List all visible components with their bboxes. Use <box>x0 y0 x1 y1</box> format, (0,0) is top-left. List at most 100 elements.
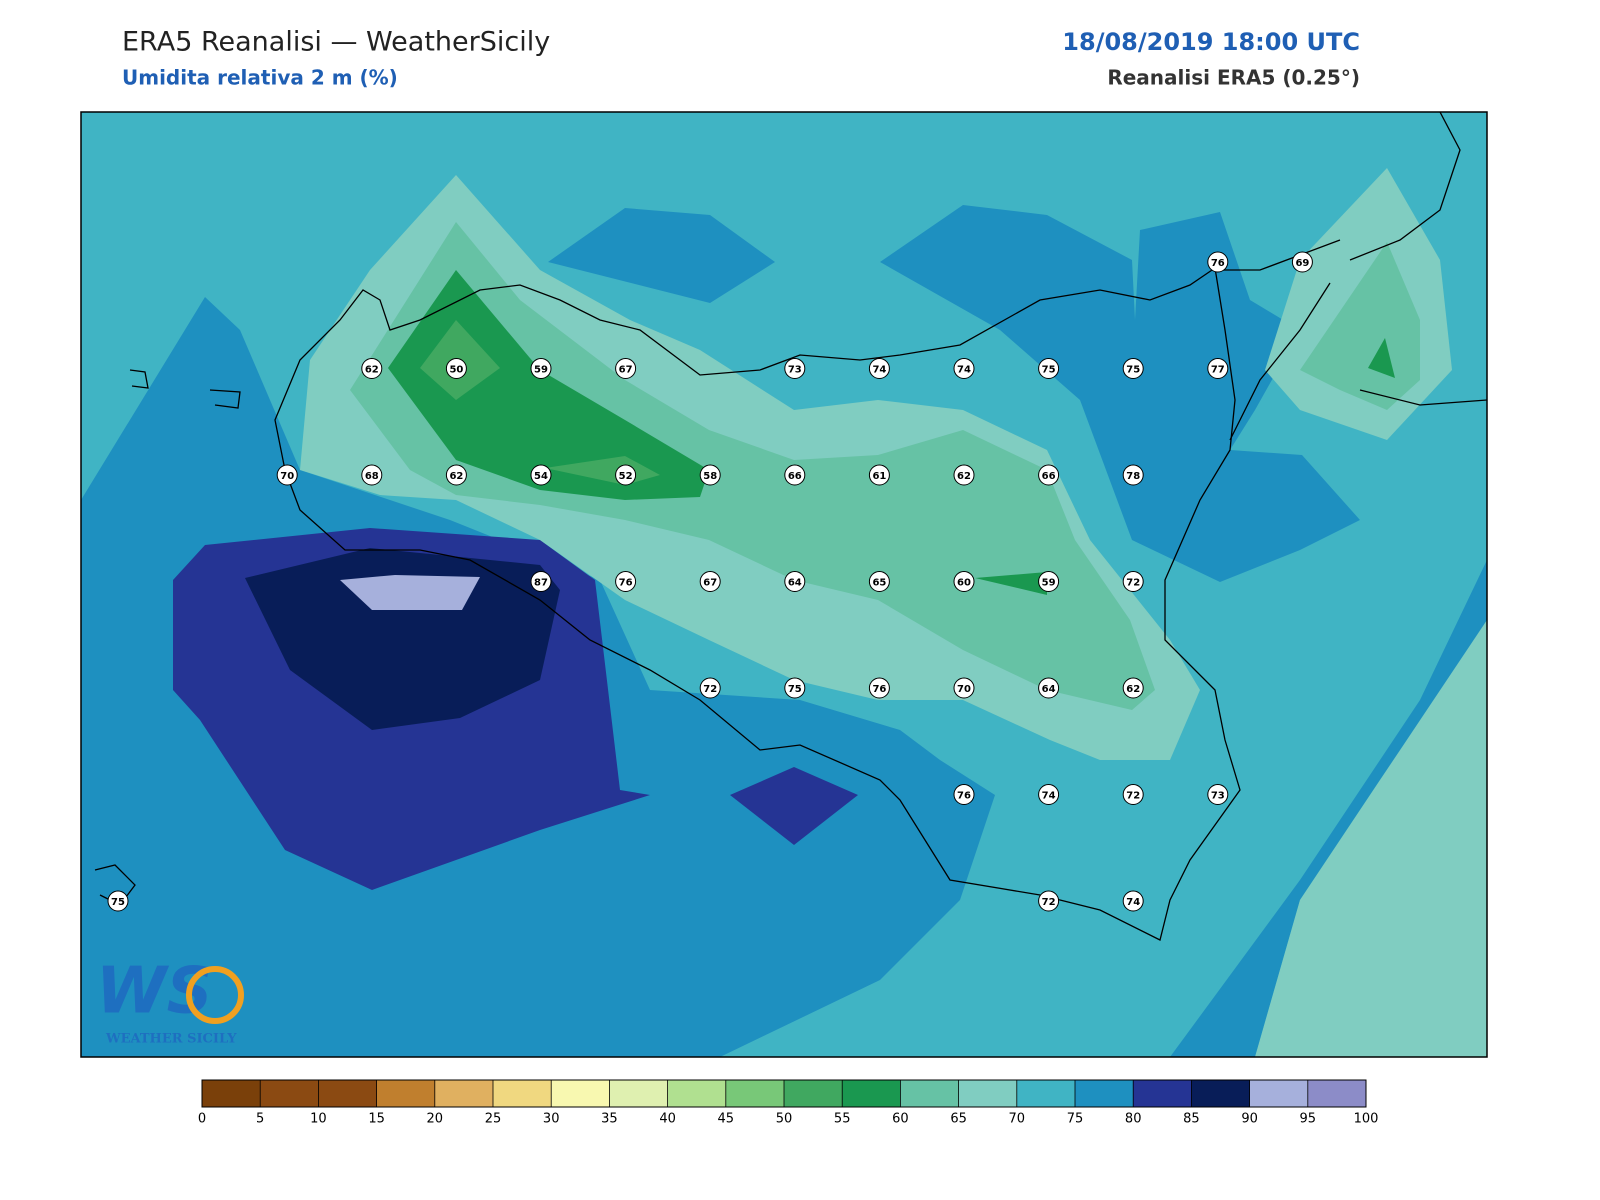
station-marker <box>1038 358 1060 379</box>
station-marker <box>1038 571 1060 592</box>
station-marker <box>1291 251 1313 273</box>
station-marker <box>699 571 721 592</box>
colorbar-swatch <box>725 1080 784 1107</box>
contour-fill <box>1368 338 1395 378</box>
station-value: 50 <box>449 365 463 376</box>
colorbar-swatch <box>900 1080 959 1107</box>
station-value: 76 <box>957 791 971 802</box>
station-value: 62 <box>1126 684 1140 695</box>
station-marker <box>615 358 637 379</box>
station-value: 78 <box>1126 471 1140 482</box>
colorbar-swatch <box>493 1080 552 1107</box>
contour-fill <box>1255 620 1487 1057</box>
station-value: 75 <box>788 684 802 695</box>
station-marker <box>1207 251 1229 273</box>
station-marker <box>445 464 467 486</box>
station-value: 70 <box>280 471 294 482</box>
colorbar-tick-label: 75 <box>1067 1112 1084 1127</box>
colorbar-tick-label: 90 <box>1241 1112 1258 1127</box>
station-marker <box>530 464 552 486</box>
colorbar-swatch <box>667 1080 726 1107</box>
colorbar-swatch <box>1307 1080 1366 1107</box>
logo-letters: WS <box>96 955 213 1029</box>
colorbar-swatch <box>1133 1080 1192 1107</box>
contour-fill <box>388 270 709 500</box>
map-frame <box>80 111 1488 1058</box>
station-marker <box>1122 358 1144 379</box>
station-value: 74 <box>1126 897 1140 908</box>
colorbar-swatch <box>1249 1080 1308 1107</box>
title: ERA5 Reanalisi — WeatherSicily <box>122 27 550 58</box>
contour-fill <box>880 205 1360 582</box>
colorbar-swatch <box>842 1080 901 1107</box>
station-value: 66 <box>1042 471 1056 482</box>
contour-fill <box>975 572 1047 595</box>
station-value: 69 <box>1295 258 1309 269</box>
station-value: 62 <box>449 471 463 482</box>
station-marker <box>276 464 298 486</box>
colorbar-tick-label: 60 <box>892 1112 909 1127</box>
colorbar-tick-label: 35 <box>601 1112 618 1127</box>
colorbar-swatch <box>1016 1080 1075 1107</box>
colorbar-tick-label: 30 <box>543 1112 560 1127</box>
station-value: 62 <box>957 471 971 482</box>
station-value: 75 <box>1042 365 1056 376</box>
colorbar: 0 5 10 15 20 25 30 35 40 45 50 55 60 65 70 75 80 85 90 95 10… <box>198 1079 1379 1127</box>
station-value: 87 <box>534 578 548 589</box>
station-marker <box>1207 784 1229 805</box>
colorbar-tick-label: 40 <box>659 1112 676 1127</box>
colorbar-swatch <box>434 1080 493 1107</box>
coastline <box>1359 389 1487 406</box>
station-value: 72 <box>1126 578 1140 589</box>
station-marker <box>953 784 975 805</box>
colorbar-tick-label: 85 <box>1183 1112 1200 1127</box>
station-value: 60 <box>957 578 971 589</box>
coastline <box>1215 239 1341 271</box>
contour-fill <box>548 208 775 303</box>
contour-fill <box>730 767 858 845</box>
station-value: 52 <box>619 471 633 482</box>
station-value: 74 <box>1042 791 1056 802</box>
station-marker <box>699 464 721 486</box>
station-marker <box>530 358 552 379</box>
station-marker <box>615 571 637 592</box>
station-marker <box>784 358 806 379</box>
logo: WS WEATHER SICILY <box>96 955 244 1047</box>
colorbar-tick-label: 95 <box>1300 1112 1317 1127</box>
station-marker <box>1038 890 1060 912</box>
station-value: 74 <box>957 365 971 376</box>
station-value: 72 <box>703 684 717 695</box>
station-value: 73 <box>1211 791 1225 802</box>
station-value: 64 <box>788 578 802 589</box>
colorbar-swatch <box>202 1080 261 1107</box>
station-marker <box>699 677 721 699</box>
station-value: 67 <box>703 578 717 589</box>
station-marker <box>953 677 975 699</box>
station-marker <box>361 464 383 486</box>
coastline <box>1349 112 1461 261</box>
coastline <box>129 369 149 389</box>
colorbar-swatch <box>958 1080 1017 1107</box>
station-marker <box>784 464 806 486</box>
colorbar-tick-label: 5 <box>256 1112 264 1127</box>
colorbar-swatch <box>1191 1080 1250 1107</box>
station-value: 76 <box>619 578 633 589</box>
station-marker <box>953 464 975 486</box>
source: Reanalisi ERA5 (0.25°) <box>1107 66 1360 90</box>
station-marker <box>784 677 806 699</box>
station-value: 61 <box>872 471 886 482</box>
station-value: 72 <box>1126 791 1140 802</box>
station-value: 65 <box>872 578 886 589</box>
station-marker <box>1207 358 1229 379</box>
colorbar-swatch <box>551 1080 610 1107</box>
station-marker <box>868 677 890 699</box>
station-marker <box>1122 571 1144 592</box>
station-marker <box>530 571 552 592</box>
station-value: 75 <box>111 897 125 908</box>
contour-fill <box>245 548 560 730</box>
contour-fill <box>340 575 480 610</box>
station-value: 66 <box>788 471 802 482</box>
colorbar-tick-label: 100 <box>1354 1112 1379 1127</box>
station-value: 54 <box>534 471 548 482</box>
